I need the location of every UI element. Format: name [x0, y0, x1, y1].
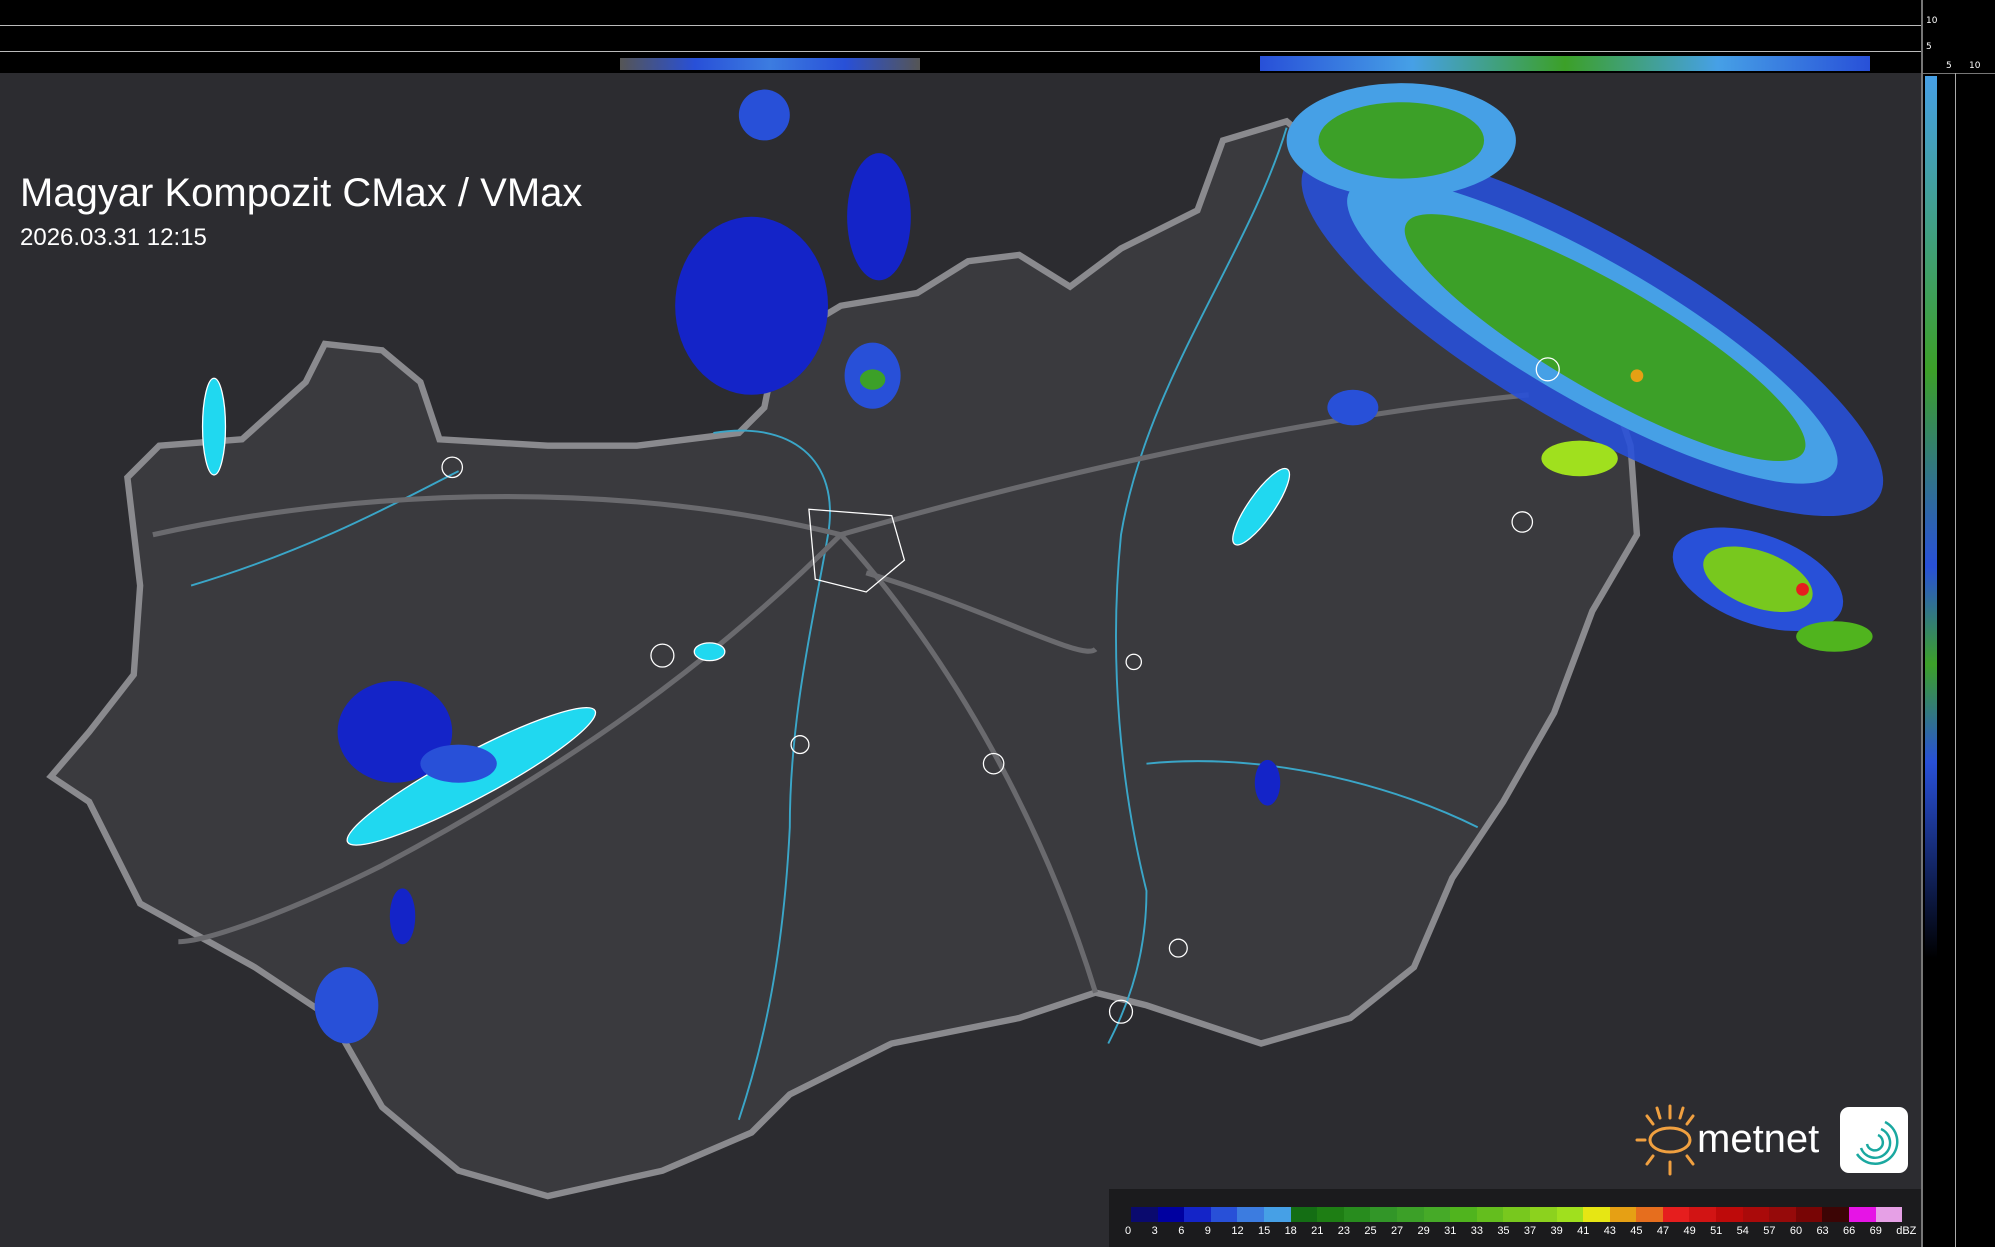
map-canvas: [46, 83, 1884, 1200]
logo-text: metnet: [1697, 1117, 1819, 1161]
profile-gridline: [0, 25, 1921, 26]
legend-label: 6: [1178, 1225, 1185, 1237]
legend-colorbar: [1131, 1207, 1903, 1222]
legend-label: 23: [1337, 1225, 1350, 1237]
legend-label: 45: [1630, 1225, 1643, 1237]
metnet-logo: metnet: [1635, 1102, 1910, 1178]
legend-swatch: [1556, 1207, 1584, 1222]
legend-label: 29: [1417, 1225, 1430, 1237]
legend-label: 43: [1603, 1225, 1616, 1237]
radar-map[interactable]: Magyar Kompozit CMax / VMax 2026.03.31 1…: [0, 73, 1921, 1247]
tick-label: 10: [1969, 61, 1981, 71]
legend-labels: 0 3 6 9 12 15 18 21 23 25 27 29 31 33 35 37 39 41 43 45 47 49…: [1125, 1225, 1923, 1237]
legend-swatch: [1795, 1207, 1823, 1222]
legend-label: 49: [1683, 1225, 1696, 1237]
legend-swatch: [1849, 1207, 1876, 1222]
legend-swatch: [1317, 1207, 1344, 1222]
legend-label: 15: [1257, 1225, 1271, 1237]
legend-label: 27: [1390, 1225, 1404, 1237]
legend-swatch: [1476, 1207, 1504, 1222]
legend-label: 57: [1763, 1225, 1776, 1237]
legend-swatch: [1396, 1207, 1424, 1222]
legend-swatch: [1370, 1207, 1397, 1222]
map-title: Magyar Kompozit CMax / VMax: [20, 171, 583, 215]
legend-label: 18: [1284, 1225, 1297, 1237]
legend-label: 35: [1497, 1225, 1510, 1237]
legend-label: 54: [1736, 1225, 1749, 1237]
rivers: [190, 127, 1479, 1121]
profile-echo: [620, 58, 920, 70]
legend-label: 21: [1311, 1225, 1324, 1237]
legend-swatch: [1423, 1207, 1451, 1222]
legend-swatch: [1742, 1207, 1770, 1222]
legend-swatch: [1157, 1207, 1185, 1222]
legend-label: 9: [1204, 1225, 1211, 1237]
profile-echo: [1260, 56, 1870, 71]
legend-label: 37: [1523, 1225, 1537, 1237]
legend-swatch: [1689, 1207, 1717, 1222]
lake-ferto: [201, 377, 227, 476]
legend-swatch: [1450, 1207, 1477, 1222]
vertical-profile-top: [0, 0, 1921, 73]
legend-swatch: [1583, 1207, 1610, 1222]
legend-swatch: [1237, 1207, 1264, 1222]
legend-label: 66: [1843, 1225, 1856, 1237]
legend-swatch: [1636, 1207, 1663, 1222]
legend-swatch: [1662, 1207, 1690, 1222]
dbz-legend: 0 3 6 9 12 15 18 21 23 25 27 29 31 33 35 37 39 41 43 45 47 49…: [1109, 1189, 1921, 1247]
roads: [152, 392, 1529, 994]
legend-label: 63: [1816, 1225, 1829, 1237]
legend-swatch: [1822, 1207, 1850, 1222]
legend-swatch: [1290, 1207, 1318, 1222]
legend-swatch: [1716, 1207, 1743, 1222]
legend-swatch: [1210, 1207, 1238, 1222]
legend-unit: dBZ: [1896, 1225, 1917, 1237]
tick-label: 10: [1926, 16, 1938, 26]
legend-label: 41: [1577, 1225, 1590, 1237]
legend-label: 0: [1125, 1225, 1132, 1237]
legend-label: 3: [1151, 1225, 1158, 1237]
legend-label: 12: [1231, 1225, 1244, 1237]
legend-swatch: [1503, 1207, 1530, 1222]
profile-gridline: [0, 51, 1921, 52]
legend-swatch: [1184, 1207, 1211, 1222]
profile-echo: [1925, 76, 1937, 1056]
city-outlines: [441, 357, 1560, 1024]
tick-label: 5: [1946, 61, 1952, 71]
tick-label: 5: [1926, 42, 1932, 52]
vertical-profile-right: 10 5 5 10: [1921, 0, 1995, 1247]
legend-swatch: [1263, 1207, 1291, 1222]
legend-swatch: [1343, 1207, 1371, 1222]
legend-label: 39: [1550, 1225, 1563, 1237]
legend-swatch: [1609, 1207, 1637, 1222]
map-timestamp: 2026.03.31 12:15: [20, 224, 207, 251]
legend-label: 31: [1444, 1225, 1457, 1237]
legend-label: 51: [1710, 1225, 1723, 1237]
legend-label: 69: [1869, 1225, 1882, 1237]
radar-echoes: [314, 83, 1884, 1044]
legend-label: 33: [1470, 1225, 1483, 1237]
legend-swatch: [1131, 1207, 1158, 1222]
legend-swatch: [1769, 1207, 1796, 1222]
legend-label: 60: [1789, 1225, 1803, 1237]
legend-swatch: [1529, 1207, 1557, 1222]
legend-label: 25: [1364, 1225, 1377, 1237]
legend-label: 47: [1656, 1225, 1670, 1237]
legend-swatch: [1875, 1207, 1903, 1222]
lake-tisza: [1232, 467, 1291, 546]
sun-icon: [1635, 1104, 1695, 1176]
